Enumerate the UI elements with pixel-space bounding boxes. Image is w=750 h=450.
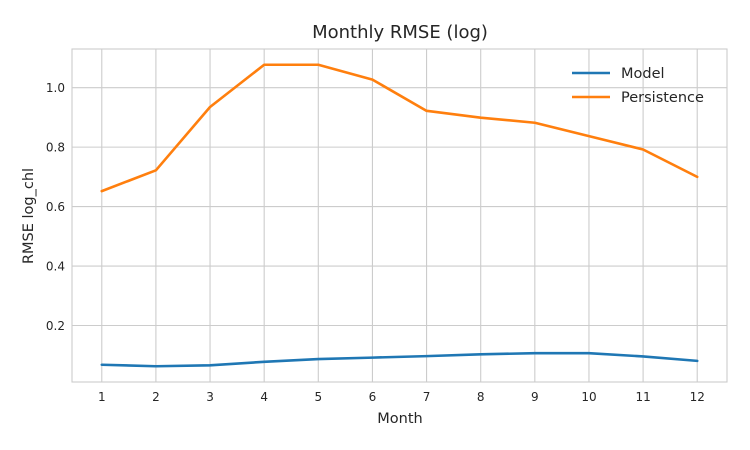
x-tick-label: 5 bbox=[314, 390, 322, 404]
x-axis-label: Month bbox=[377, 411, 422, 427]
x-tick-label: 9 bbox=[531, 390, 539, 404]
y-tick-label: 0.4 bbox=[46, 260, 65, 274]
grid-lines bbox=[72, 49, 727, 382]
y-axis-label: RMSE log_chl bbox=[21, 168, 37, 264]
x-tick-label: 10 bbox=[581, 390, 596, 404]
x-tick-label: 2 bbox=[152, 390, 160, 404]
chart-title: Monthly RMSE (log) bbox=[312, 22, 488, 43]
series-line-model bbox=[100, 351, 699, 368]
y-tick-label: 0.2 bbox=[46, 319, 65, 333]
legend-label: Persistence bbox=[621, 90, 704, 106]
y-tick-label: 0.6 bbox=[46, 200, 65, 214]
x-tick-label: 8 bbox=[477, 390, 485, 404]
axis-ticks: 1 2 3 4 5 6 7 8 9 10 11 120.20.40.60.81.0 bbox=[46, 81, 705, 404]
x-tick-label: 12 bbox=[690, 390, 705, 404]
x-tick-label: 6 bbox=[369, 390, 377, 404]
x-tick-label: 4 bbox=[260, 390, 268, 404]
x-tick-label: 3 bbox=[206, 390, 214, 404]
plot-frame bbox=[71, 48, 728, 383]
legend: Model Persistence bbox=[572, 66, 704, 106]
legend-label: Model bbox=[621, 66, 665, 82]
x-tick-label: 7 bbox=[423, 390, 431, 404]
y-tick-label: 0.8 bbox=[46, 141, 65, 155]
x-tick-label: 11 bbox=[635, 390, 650, 404]
series-line-persistence bbox=[100, 63, 699, 193]
series-lines bbox=[100, 63, 699, 368]
y-tick-label: 1.0 bbox=[46, 81, 65, 95]
x-tick-label: 1 bbox=[98, 390, 106, 404]
